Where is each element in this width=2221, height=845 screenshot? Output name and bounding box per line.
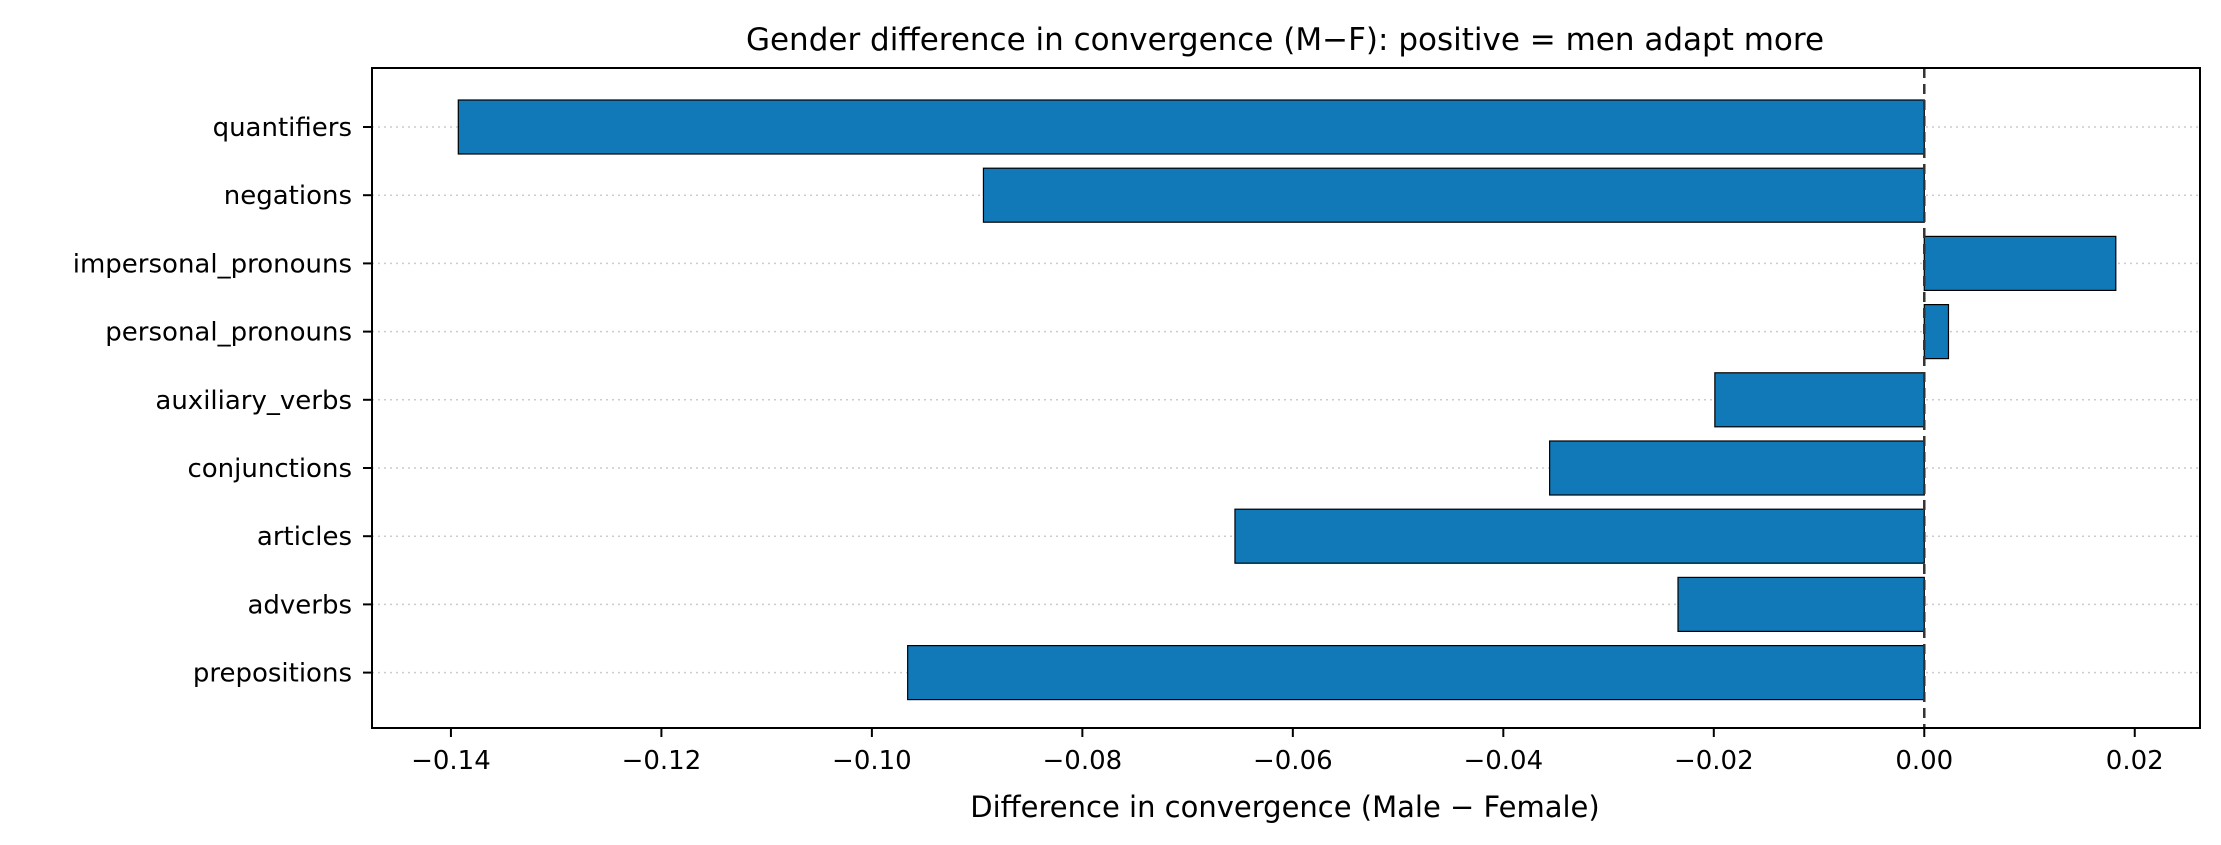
x-tick-label: −0.10: [832, 746, 912, 776]
bar-quantifiers: [457, 99, 1925, 155]
y-tick-label: personal_pronouns: [105, 318, 352, 348]
bar-personal-pronouns: [1923, 304, 1950, 360]
bar-prepositions: [907, 644, 1925, 701]
x-tick-label: −0.02: [1674, 746, 1754, 776]
x-tick-label: −0.04: [1463, 746, 1543, 776]
x-tick-label: −0.14: [411, 746, 491, 776]
bar-conjunctions: [1549, 440, 1925, 496]
y-axis: quantifiers negations impersonal_pronounsp…: [73, 113, 372, 689]
x-tick-label: −0.08: [1043, 746, 1123, 776]
x-tick-label: 0.02: [2106, 746, 2164, 776]
y-tick-label: auxiliary_verbs: [155, 386, 352, 416]
y-tick-label: quantifiers: [213, 113, 352, 143]
bar-articles: [1234, 508, 1925, 564]
x-axis: −0.14 −0.12 −0.10 −0.08 −0.06 −0.04 −0.02 0.00 0…: [411, 728, 2164, 776]
bar-auxiliary-verbs: [1714, 372, 1925, 428]
bar-adverbs: [1677, 576, 1925, 633]
y-tick-label: articles: [257, 522, 352, 552]
plot-frame: [371, 67, 2201, 729]
y-tick-label: negations: [224, 181, 352, 211]
y-tick-label: impersonal_pronouns: [73, 249, 352, 279]
y-tick-label: prepositions: [193, 659, 352, 689]
x-tick-label: −0.06: [1253, 746, 1333, 776]
chart-title: Gender difference in convergence (M−F): …: [746, 22, 1824, 58]
y-tick-label: conjunctions: [187, 454, 352, 484]
x-axis-label: Difference in convergence (Male − Female…: [970, 790, 1599, 824]
x-tick-label: 0.00: [1895, 746, 1953, 776]
bar-impersonal-pronouns: [1923, 235, 2117, 291]
bar-negations: [982, 167, 1925, 223]
bars: [457, 99, 2117, 701]
y-tick-label: adverbs: [247, 590, 352, 620]
x-tick-label: −0.12: [622, 746, 702, 776]
